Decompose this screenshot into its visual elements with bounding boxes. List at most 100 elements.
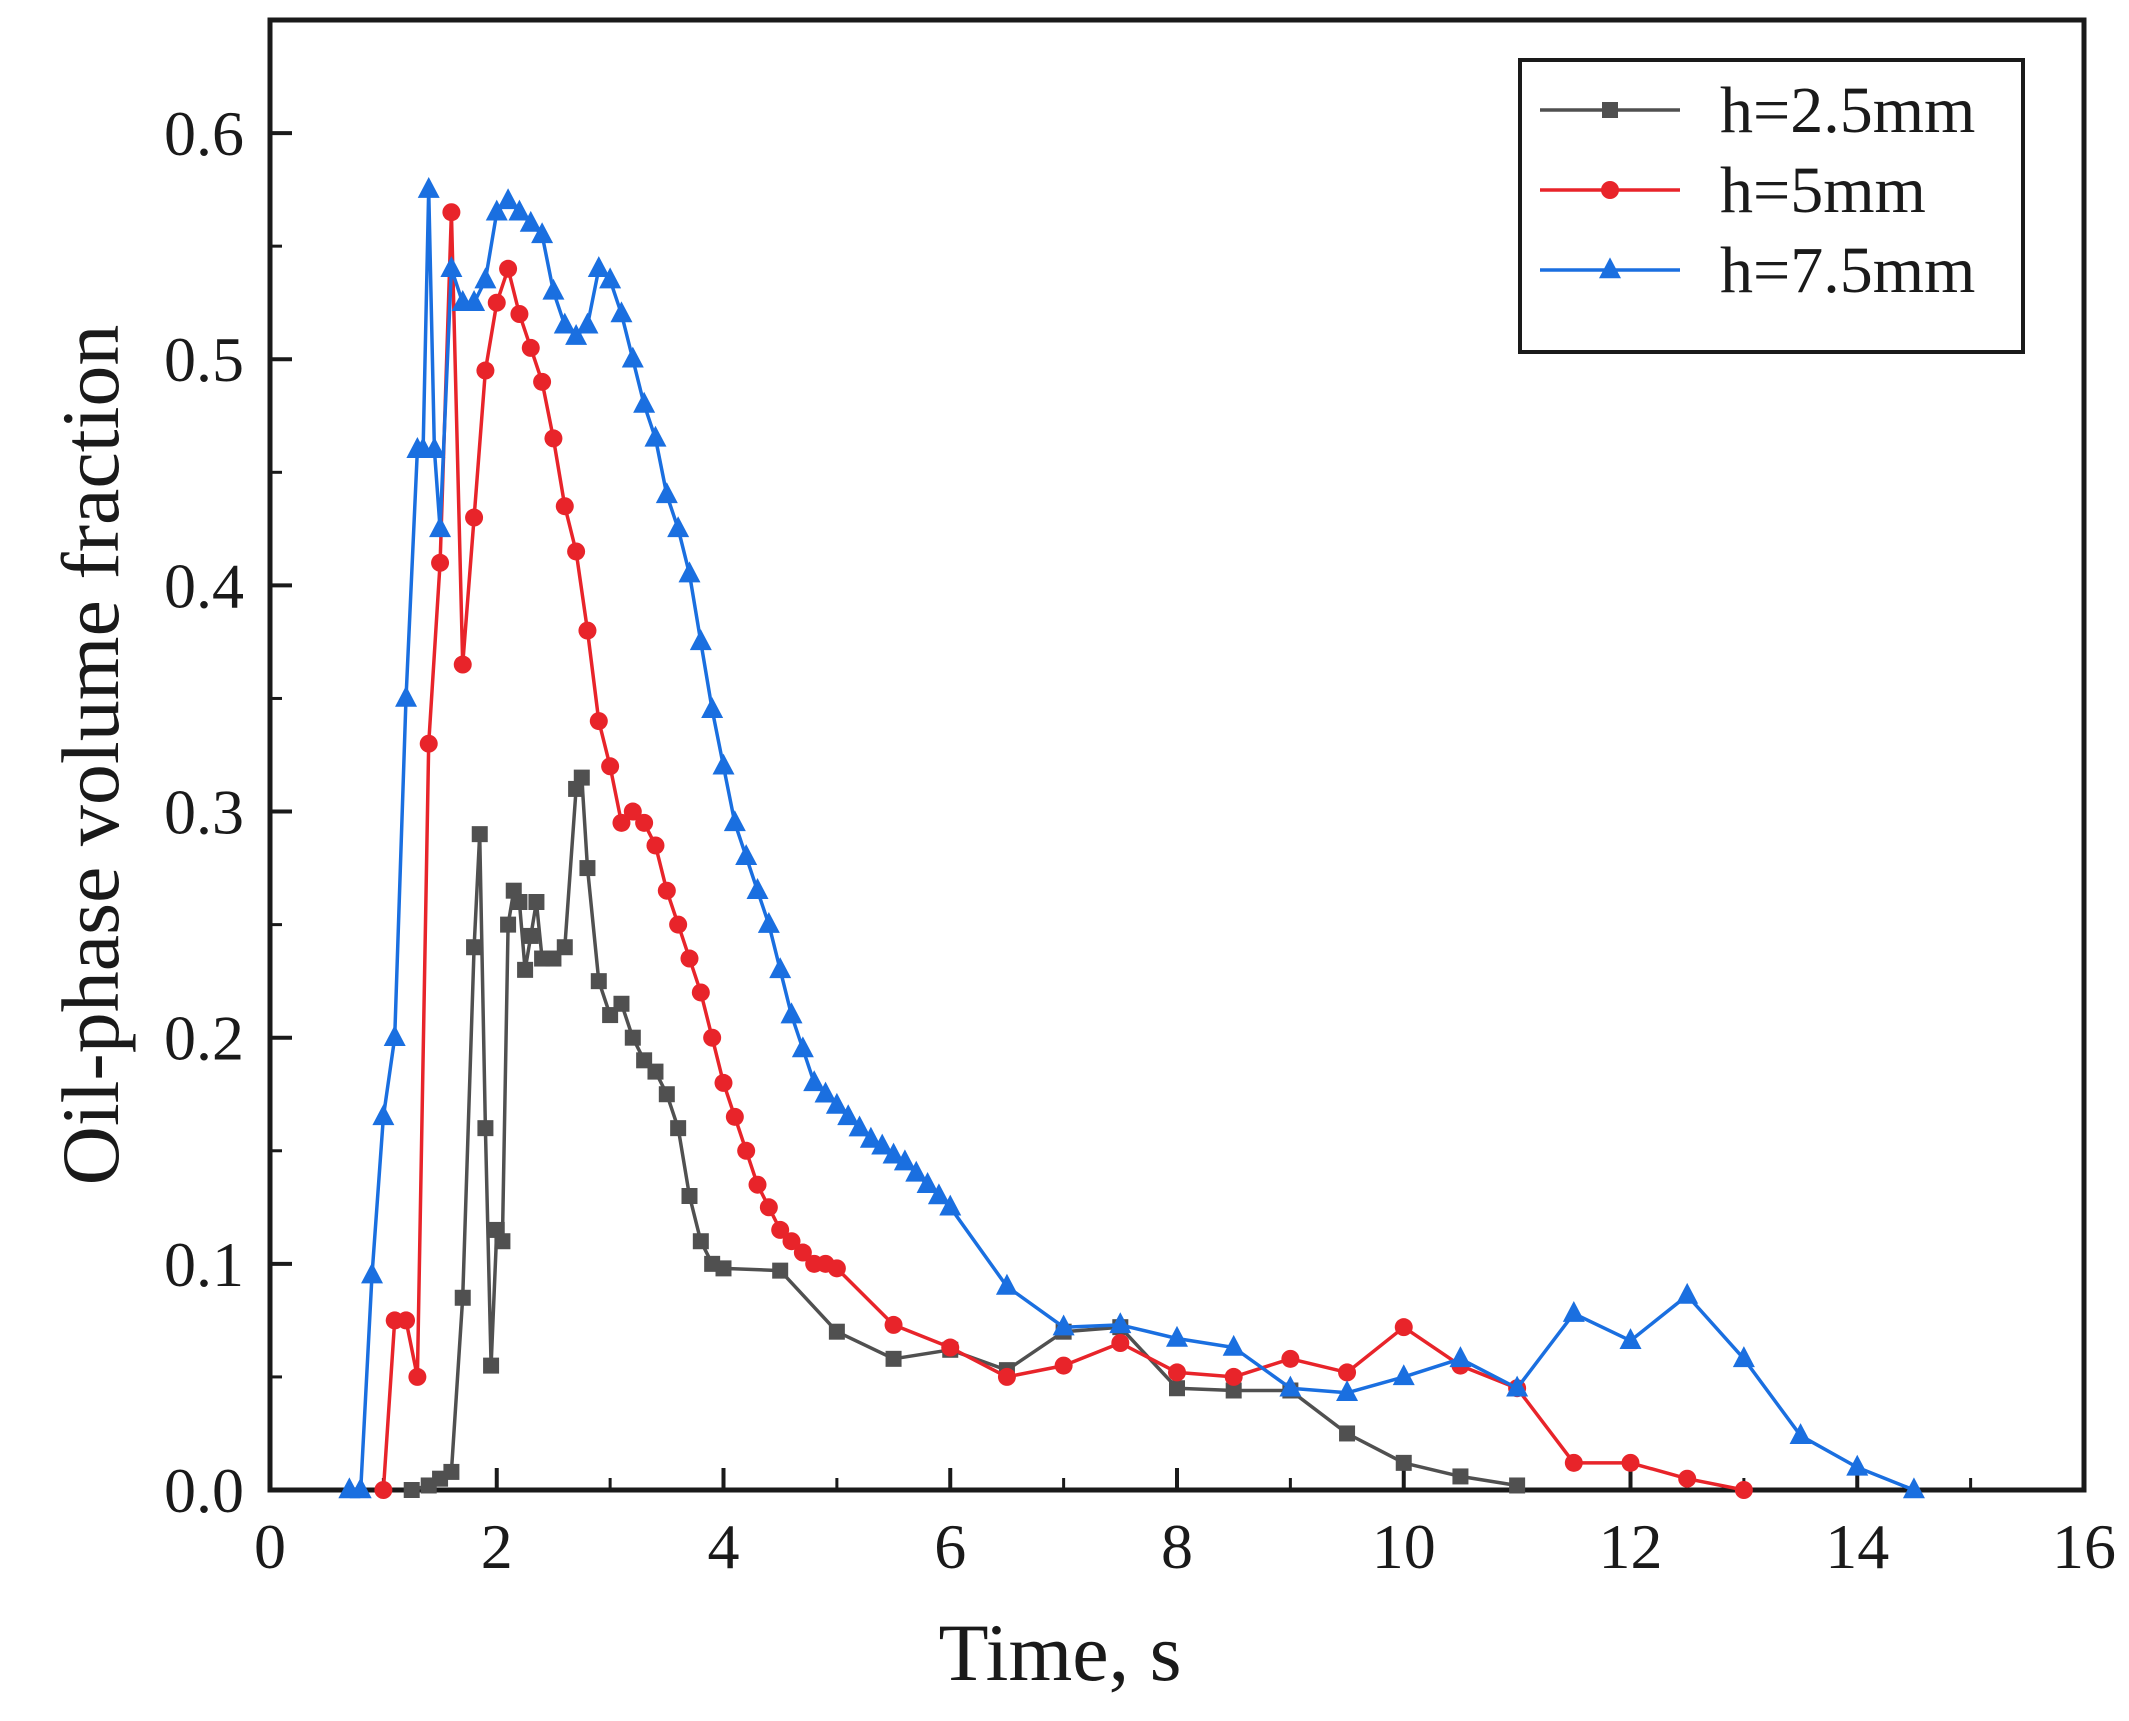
data-point [905,1160,928,1182]
data-point [667,516,690,538]
data-point [1676,1282,1699,1304]
data-point [553,312,576,334]
data-point [395,685,418,707]
data-point [578,621,597,640]
data-point [893,1149,916,1171]
data-point [1564,1453,1583,1472]
legend-label: h=5mm [1720,154,1926,227]
y-tick-label: 0.6 [164,98,244,169]
y-axis-ticks [270,131,292,1492]
x-tick-label: 0 [254,1511,286,1582]
data-point [522,927,539,944]
data-point [1338,1363,1357,1382]
data-point [655,482,678,504]
x-tick-label: 12 [1599,1511,1663,1582]
data-point [669,915,688,934]
y-tick-label: 0.4 [164,550,244,621]
data-point [1339,1425,1356,1442]
data-point [715,1260,732,1277]
data-point [871,1133,894,1155]
data-point [793,1243,812,1262]
data-point [587,256,610,278]
legend-marker [1602,102,1618,118]
data-point [882,1142,905,1164]
data-point [646,836,665,855]
data-point [624,1029,641,1046]
data-point [579,860,596,877]
data-point [757,911,780,933]
x-tick-label: 14 [1825,1511,1889,1582]
data-point [408,1367,427,1386]
data-point [1732,1346,1755,1368]
data-point [884,1315,903,1334]
data-point [791,1036,814,1058]
data-point [440,256,463,278]
data-point [814,1081,837,1103]
series-line [411,775,1518,1492]
data-point [1734,1481,1753,1499]
data-point [941,1338,960,1357]
data-point [500,916,517,933]
data-point [1111,1334,1130,1352]
data-point [573,769,590,786]
data-point [463,290,486,311]
data-point [803,1070,826,1092]
data-point [542,278,565,300]
data-point [1902,1477,1925,1499]
data-point [635,813,654,832]
data-point [590,973,607,990]
data-point [657,881,676,900]
x-tick-label: 8 [1161,1511,1193,1582]
data-point [771,1220,790,1239]
data-point [647,1063,664,1080]
data-point [678,561,701,583]
data-point [725,1107,744,1126]
data-point [1168,1363,1186,1382]
data-point [1395,1454,1412,1471]
data-point [1509,1477,1526,1494]
data-point [1281,1349,1300,1368]
data-point [670,1120,687,1137]
data-point [746,878,769,899]
data-point [759,1198,778,1217]
data-point [1054,1356,1073,1375]
data-point [610,301,633,323]
data-point [612,813,631,832]
data-point [1789,1423,1812,1444]
legend-marker [1601,181,1619,199]
data-point [828,1323,845,1340]
data-point [601,757,620,776]
data-point [1562,1300,1585,1322]
data-point [748,1175,767,1194]
data-point [1678,1469,1697,1488]
data-point [1225,1382,1242,1399]
data-point [599,267,622,289]
legend-marker [1599,257,1621,279]
data-point [483,1357,500,1374]
data-point [510,305,529,323]
data-point [419,734,438,753]
data-point [556,939,573,956]
data-point [521,338,540,357]
data-point [349,1477,372,1499]
data-point [621,346,644,368]
data-point [859,1126,882,1148]
data-point [453,655,472,674]
data-point [466,939,483,956]
series-layer [338,176,1925,1499]
data-point [633,391,656,413]
data-point [995,1273,1018,1295]
data-point [1169,1380,1185,1397]
data-point [576,312,599,334]
x-axis-tick-labels: 0 2 4 6 8 10 12 14 16 [254,1511,2116,1582]
data-point [476,361,495,380]
data-point [528,894,545,910]
data-point [374,1481,393,1499]
data-point [531,222,554,244]
data-point [474,267,497,289]
x-tick-label: 16 [2052,1511,2116,1582]
data-point [497,188,520,210]
data-point [782,1232,801,1251]
data-point [567,542,586,561]
